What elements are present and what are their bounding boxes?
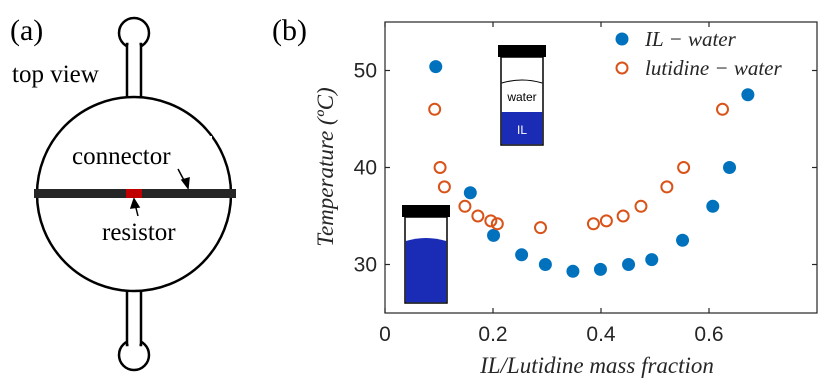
joint-covers <box>128 40 140 348</box>
x-tick-label: 0.4 <box>586 323 616 346</box>
x-axis-label: IL/Lutidine mass fraction <box>479 353 714 378</box>
legend-marker-il-water <box>615 32 629 46</box>
data-point-il-water <box>645 253 659 267</box>
data-point-lutidine-water <box>437 180 451 194</box>
legend: IL − water lutidine − water <box>615 27 782 80</box>
data-point-il-water <box>515 248 529 262</box>
data-point-il-water <box>429 60 443 74</box>
y-ticks: 30 40 50 <box>354 60 817 277</box>
data-point-lutidine-water <box>484 214 498 228</box>
data-point-il-water <box>487 228 501 242</box>
legend-marker-lutidine-water <box>615 61 629 75</box>
panel-a-label: (a) <box>10 14 43 47</box>
data-point-il-water <box>566 264 580 278</box>
data-point-il-water <box>723 161 737 174</box>
data-point-lutidine-water <box>716 102 729 116</box>
connector-label: connector <box>72 143 171 170</box>
x-tick-label: 0.2 <box>478 323 507 346</box>
resistor-label-bg <box>100 214 198 246</box>
vial-two-meniscus <box>501 79 543 84</box>
vial-single-liquid <box>405 238 447 303</box>
x-tick-label: 0 <box>379 323 391 346</box>
resistor-label: resistor <box>102 219 176 246</box>
data-point-lutidine-water <box>634 199 648 213</box>
series-lutidine-water <box>428 102 729 235</box>
data-point-il-water <box>463 186 477 200</box>
data-point-il-water <box>676 233 690 247</box>
top-view-label: top view <box>12 61 99 88</box>
legend-label-il-water: IL − water <box>644 27 737 51</box>
data-point-lutidine-water <box>616 209 630 223</box>
vial-two-cap <box>498 45 546 57</box>
panel-b: (b) 30 40 50 0 0.2 0.4 0.6 Temperature (ºC) I… <box>272 14 818 378</box>
legend-label-lutidine-water: lutidine − water <box>645 56 782 80</box>
data-point-il-water <box>741 88 755 102</box>
data-point-il-water <box>706 199 720 213</box>
data-point-lutidine-water <box>586 217 600 231</box>
data-point-lutidine-water <box>428 102 442 116</box>
vial-two-phase: water IL <box>498 45 546 146</box>
vial-single-cap <box>402 205 450 217</box>
panel-a: (a) top view connector resi <box>10 14 236 372</box>
data-point-lutidine-water <box>458 199 472 213</box>
data-point-il-water <box>622 258 636 271</box>
data-point-lutidine-water <box>490 217 504 231</box>
series-il-water <box>429 60 755 278</box>
x-ticks: 0 0.2 0.4 0.6 <box>379 22 724 346</box>
data-point-lutidine-water <box>471 209 485 223</box>
connector-arrow <box>177 168 190 190</box>
top-view-bg <box>10 52 122 88</box>
y-axis-label: Temperature (ºC) <box>313 87 338 246</box>
data-point-lutidine-water <box>660 180 674 194</box>
x-tick-label: 0.6 <box>694 323 723 346</box>
y-tick-label: 40 <box>354 157 377 180</box>
resistor-arrow <box>129 197 141 217</box>
data-point-lutidine-water <box>677 161 691 174</box>
data-point-il-water <box>593 262 607 276</box>
y-tick-label: 50 <box>354 60 377 83</box>
vial-single-phase <box>402 205 450 304</box>
vial-il-label: IL <box>517 123 527 137</box>
data-point-lutidine-water <box>599 214 613 228</box>
y-tick-label: 30 <box>354 254 377 277</box>
resistor <box>126 189 142 198</box>
data-point-lutidine-water <box>433 161 447 174</box>
data-point-il-water <box>538 258 552 271</box>
data-point-lutidine-water <box>534 221 548 235</box>
vial-water-label: water <box>506 90 536 104</box>
connector-label-bg <box>70 136 212 168</box>
vial-two-il-layer <box>501 112 543 145</box>
panel-b-label: (b) <box>272 14 307 47</box>
